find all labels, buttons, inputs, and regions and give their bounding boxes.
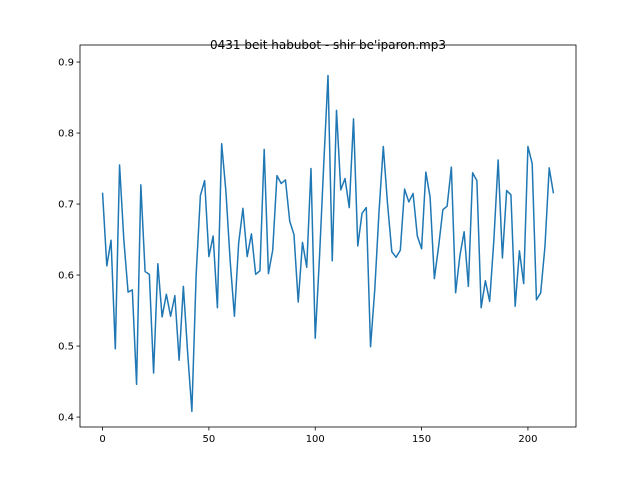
x-tick-label: 0	[99, 434, 105, 445]
y-tick-label: 0.8	[58, 129, 74, 140]
y-tick-label: 0.7	[58, 200, 74, 211]
y-tick-label: 0.6	[58, 271, 74, 282]
x-tick-label: 200	[518, 434, 537, 445]
y-tick-label: 0.4	[58, 413, 74, 424]
x-tick-label: 150	[412, 434, 431, 445]
plot-frame	[79, 44, 577, 428]
line-series	[101, 74, 555, 413]
x-tick-label: 50	[203, 434, 216, 445]
y-tick-label: 0.5	[58, 342, 74, 353]
x-tick-label: 100	[306, 434, 325, 445]
y-tick-label: 0.9	[58, 58, 74, 69]
